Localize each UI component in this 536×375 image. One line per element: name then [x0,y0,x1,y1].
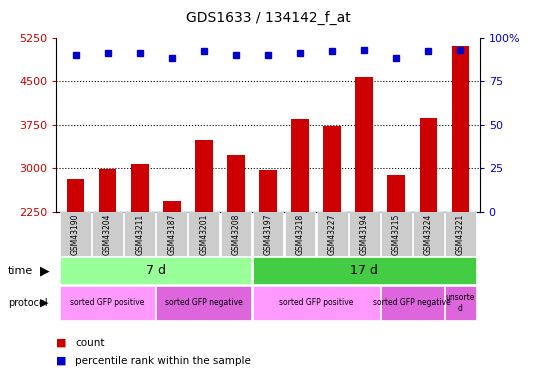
FancyBboxPatch shape [60,257,251,284]
Text: 7 d: 7 d [146,264,166,278]
Bar [131,164,148,212]
Text: ■: ■ [56,338,67,348]
FancyBboxPatch shape [413,212,444,256]
FancyBboxPatch shape [157,212,187,256]
Bar [388,175,405,212]
Text: 17 d: 17 d [351,264,378,278]
Bar [163,201,181,212]
FancyBboxPatch shape [220,212,251,256]
Text: sorted GFP positive: sorted GFP positive [70,298,145,307]
FancyBboxPatch shape [381,212,412,256]
FancyBboxPatch shape [189,212,219,256]
Text: count: count [75,338,105,348]
FancyBboxPatch shape [124,212,155,256]
FancyBboxPatch shape [349,212,379,256]
Text: unsorte
d: unsorte d [446,293,475,312]
Text: GSM43190: GSM43190 [71,214,80,255]
Text: GSM43208: GSM43208 [232,214,241,255]
Text: time: time [8,266,33,276]
Bar [355,77,373,212]
FancyBboxPatch shape [60,286,155,320]
FancyBboxPatch shape [252,286,379,320]
Bar [452,46,470,212]
FancyBboxPatch shape [252,212,284,256]
Text: percentile rank within the sample: percentile rank within the sample [75,356,251,366]
Text: GSM43197: GSM43197 [264,214,272,255]
Text: ■: ■ [56,356,67,366]
FancyBboxPatch shape [445,212,476,256]
Text: GSM43187: GSM43187 [167,214,176,255]
Bar [259,170,277,212]
FancyBboxPatch shape [92,212,123,256]
Bar [227,155,245,212]
FancyBboxPatch shape [252,257,476,284]
Text: protocol: protocol [8,298,48,308]
FancyBboxPatch shape [285,212,316,256]
FancyBboxPatch shape [317,212,347,256]
Text: ▶: ▶ [40,264,50,278]
Text: GDS1633 / 134142_f_at: GDS1633 / 134142_f_at [185,11,351,26]
Bar [420,118,437,212]
Text: GSM43215: GSM43215 [392,214,401,255]
Text: GSM43204: GSM43204 [103,214,112,255]
FancyBboxPatch shape [157,286,251,320]
Bar [323,126,341,212]
Bar [66,179,84,212]
Text: GSM43211: GSM43211 [135,214,144,255]
Text: sorted GFP positive: sorted GFP positive [279,298,353,307]
Text: GSM43201: GSM43201 [199,214,209,255]
Bar [291,119,309,212]
FancyBboxPatch shape [445,286,476,320]
Text: sorted GFP negative: sorted GFP negative [374,298,451,307]
FancyBboxPatch shape [60,212,91,256]
Text: GSM43227: GSM43227 [327,214,337,255]
FancyBboxPatch shape [381,286,444,320]
Text: GSM43218: GSM43218 [295,214,304,255]
Bar [99,169,116,212]
Text: GSM43224: GSM43224 [424,214,433,255]
Text: GSM43194: GSM43194 [360,214,369,255]
Bar [195,140,213,212]
Text: GSM43221: GSM43221 [456,214,465,255]
Text: ▶: ▶ [40,298,49,308]
Text: sorted GFP negative: sorted GFP negative [165,298,243,307]
